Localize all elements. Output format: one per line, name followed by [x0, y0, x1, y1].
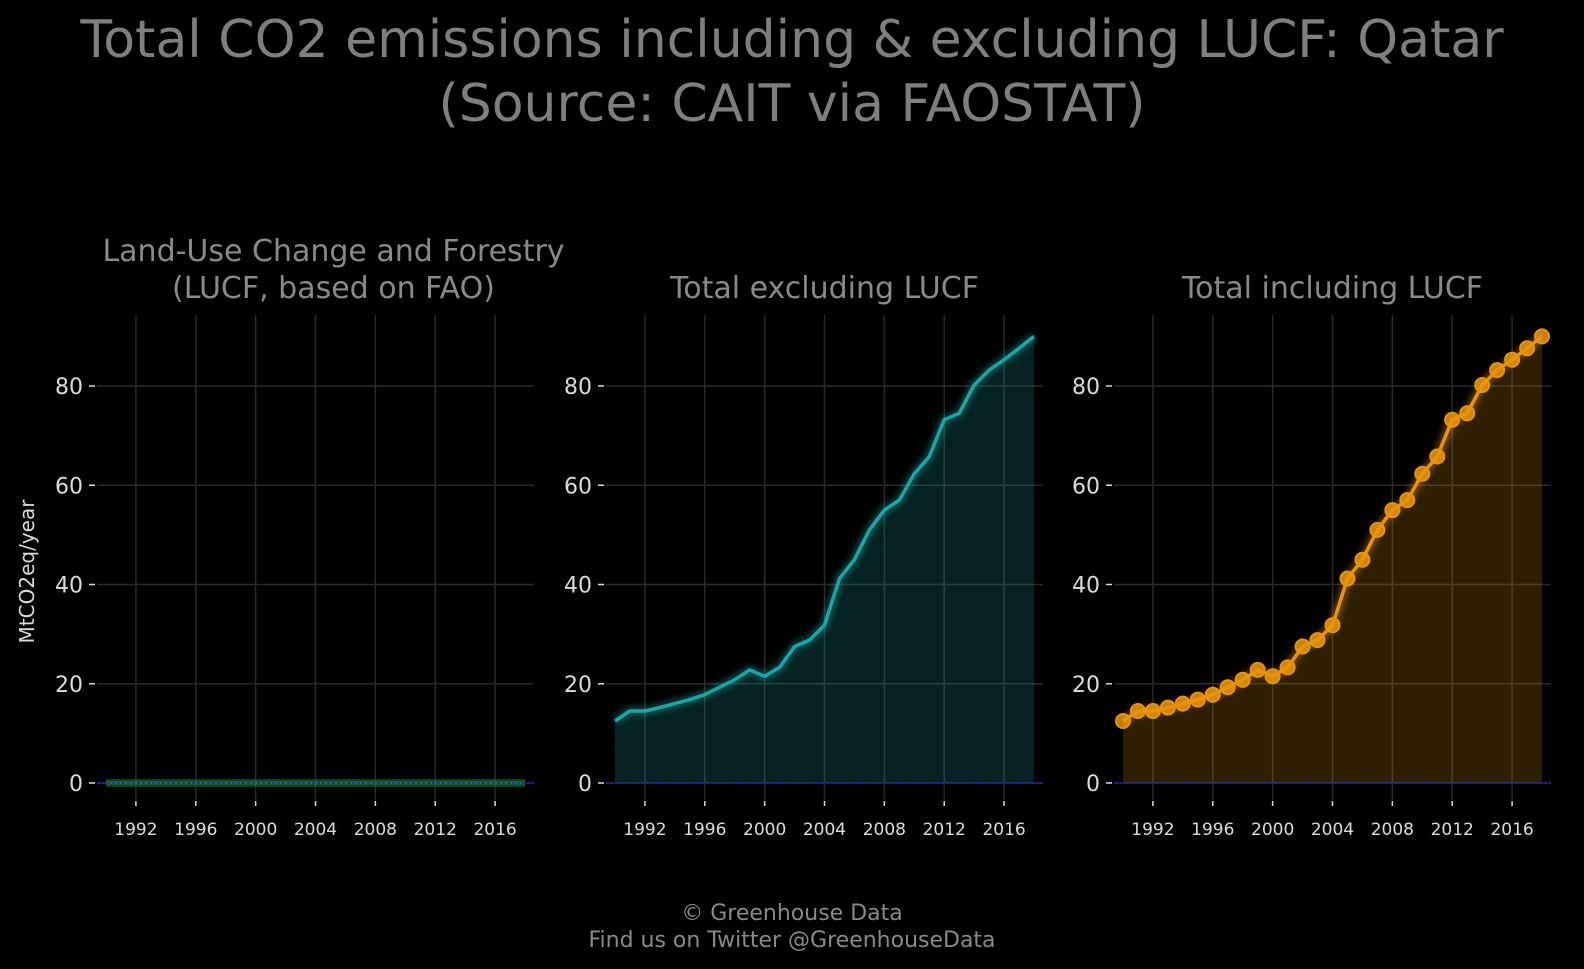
- panel-incl-xtick-label-1: 1996: [1191, 820, 1234, 840]
- panel-incl-point-2011: [1429, 448, 1446, 465]
- panel-lucf-ytick-label-1: 20: [55, 673, 83, 698]
- panel-incl-xtick-label-0: 1992: [1131, 820, 1174, 840]
- panel-incl-xtick-label-6: 2016: [1490, 820, 1533, 840]
- panel-incl-ytick-label-3: 60: [1072, 474, 1100, 499]
- panel-excl-ytick-label-0: 0: [578, 772, 592, 797]
- panel-lucf-xtick-label-4: 2008: [354, 820, 397, 840]
- panel-incl-xtick-label-2: 2000: [1251, 820, 1294, 840]
- panel-incl-point-2000: [1264, 668, 1281, 685]
- panel-incl-point-2013: [1459, 405, 1476, 422]
- panel-incl-point-1990: [1115, 713, 1131, 729]
- panel-incl-point-1992: [1144, 703, 1161, 719]
- panel-incl-title-line1: Total including LUCF: [1181, 271, 1483, 306]
- panel-incl-point-1996: [1204, 686, 1221, 703]
- panel-incl-point-2007: [1369, 521, 1386, 538]
- panel-incl-point-2005: [1339, 570, 1356, 587]
- panel-incl-point-2003: [1309, 632, 1326, 649]
- panel-lucf-xtick-label-2: 2000: [234, 820, 277, 840]
- panel-incl-point-2006: [1354, 551, 1371, 568]
- panel-incl-ytick-label-1: 20: [1072, 673, 1100, 698]
- panel-incl-point-2002: [1294, 638, 1311, 655]
- panel-lucf-ytick-label-2: 40: [55, 574, 83, 599]
- panel-excl-xtick-label-1: 1996: [683, 820, 726, 840]
- panel-lucf-title-line1: Land-Use Change and Forestry: [102, 234, 564, 269]
- panel-excl-title-line1: Total excluding LUCF: [669, 271, 979, 306]
- panel-incl-xtick-label-5: 2012: [1431, 820, 1474, 840]
- panel-excl-series-0-line: [614, 335, 1036, 723]
- panel-lucf-xtick-label-6: 2016: [473, 820, 516, 840]
- panel-incl-xtick-label-4: 2008: [1371, 820, 1414, 840]
- panel-incl-point-2016: [1504, 351, 1521, 368]
- panel-excl-ytick-label-4: 80: [564, 375, 592, 400]
- panel-incl-point-2014: [1474, 377, 1491, 393]
- panel-incl-point-2012: [1444, 411, 1461, 428]
- footer-credit: © Greenhouse Data: [681, 901, 903, 926]
- panel-lucf-ytick-label-0: 0: [69, 772, 83, 797]
- panel-lucf-xtick-label-3: 2004: [294, 820, 337, 840]
- panel-incl-ytick-label-2: 40: [1072, 574, 1100, 599]
- panel-incl-xtick-label-3: 2004: [1311, 820, 1354, 840]
- panel-lucf-ytick-label-4: 80: [55, 375, 83, 400]
- panel-excl-ytick-label-1: 20: [564, 673, 592, 698]
- panel-incl-point-1993: [1159, 699, 1176, 716]
- panel-lucf-xtick-label-1: 1996: [174, 820, 217, 840]
- panel-incl-point-2010: [1414, 465, 1431, 482]
- panel-incl-point-2015: [1489, 362, 1506, 379]
- panel-incl-point-1994: [1174, 695, 1191, 712]
- panel-incl-point-2018: [1534, 328, 1550, 345]
- panel-lucf-xtick-label-0: 1992: [114, 820, 157, 840]
- panel-lucf-title-line2: (LUCF, based on FAO): [172, 271, 495, 306]
- panel-excl-xtick-label-2: 2000: [743, 820, 786, 840]
- panel-incl-point-1995: [1189, 691, 1206, 708]
- panel-incl-point-1997: [1219, 679, 1236, 696]
- panel-excl-xtick-label-6: 2016: [982, 820, 1025, 840]
- panel-incl-point-2008: [1384, 502, 1401, 519]
- panel-excl-xtick-label-0: 1992: [623, 820, 666, 840]
- panel-incl-point-1999: [1249, 661, 1266, 678]
- panel-incl-point-1991: [1129, 703, 1146, 719]
- footer-twitter: Find us on Twitter @GreenhouseData: [588, 928, 996, 953]
- panel-excl-xtick-label-3: 2004: [803, 820, 846, 840]
- panel-incl-point-2017: [1519, 340, 1536, 357]
- panel-excl-xtick-label-4: 2008: [863, 820, 906, 840]
- panel-incl-point-1998: [1234, 671, 1251, 688]
- panel-incl-ytick-label-0: 0: [1086, 772, 1100, 797]
- panel-incl-point-2001: [1279, 659, 1296, 676]
- panel-incl-ytick-label-4: 80: [1072, 375, 1100, 400]
- panel-excl-series-0-area: [615, 336, 1034, 783]
- panel-lucf-ytick-label-3: 60: [55, 474, 83, 499]
- chart-title: Total CO2 emissions including & excludin…: [80, 10, 1504, 70]
- panel-lucf-xtick-label-5: 2012: [414, 820, 457, 840]
- panel-lucf-ylabel: MtCO2eq/year: [15, 499, 39, 644]
- panel-excl-ytick-label-2: 40: [564, 574, 592, 599]
- panel-incl-series-0-area: [1123, 336, 1542, 783]
- panel-excl-xtick-label-5: 2012: [923, 820, 966, 840]
- panel-incl-point-2004: [1324, 617, 1341, 634]
- panel-excl-ytick-label-3: 60: [564, 474, 592, 499]
- chart-subtitle: (Source: CAIT via FAOSTAT): [438, 74, 1146, 134]
- panel-incl-point-2009: [1399, 492, 1416, 509]
